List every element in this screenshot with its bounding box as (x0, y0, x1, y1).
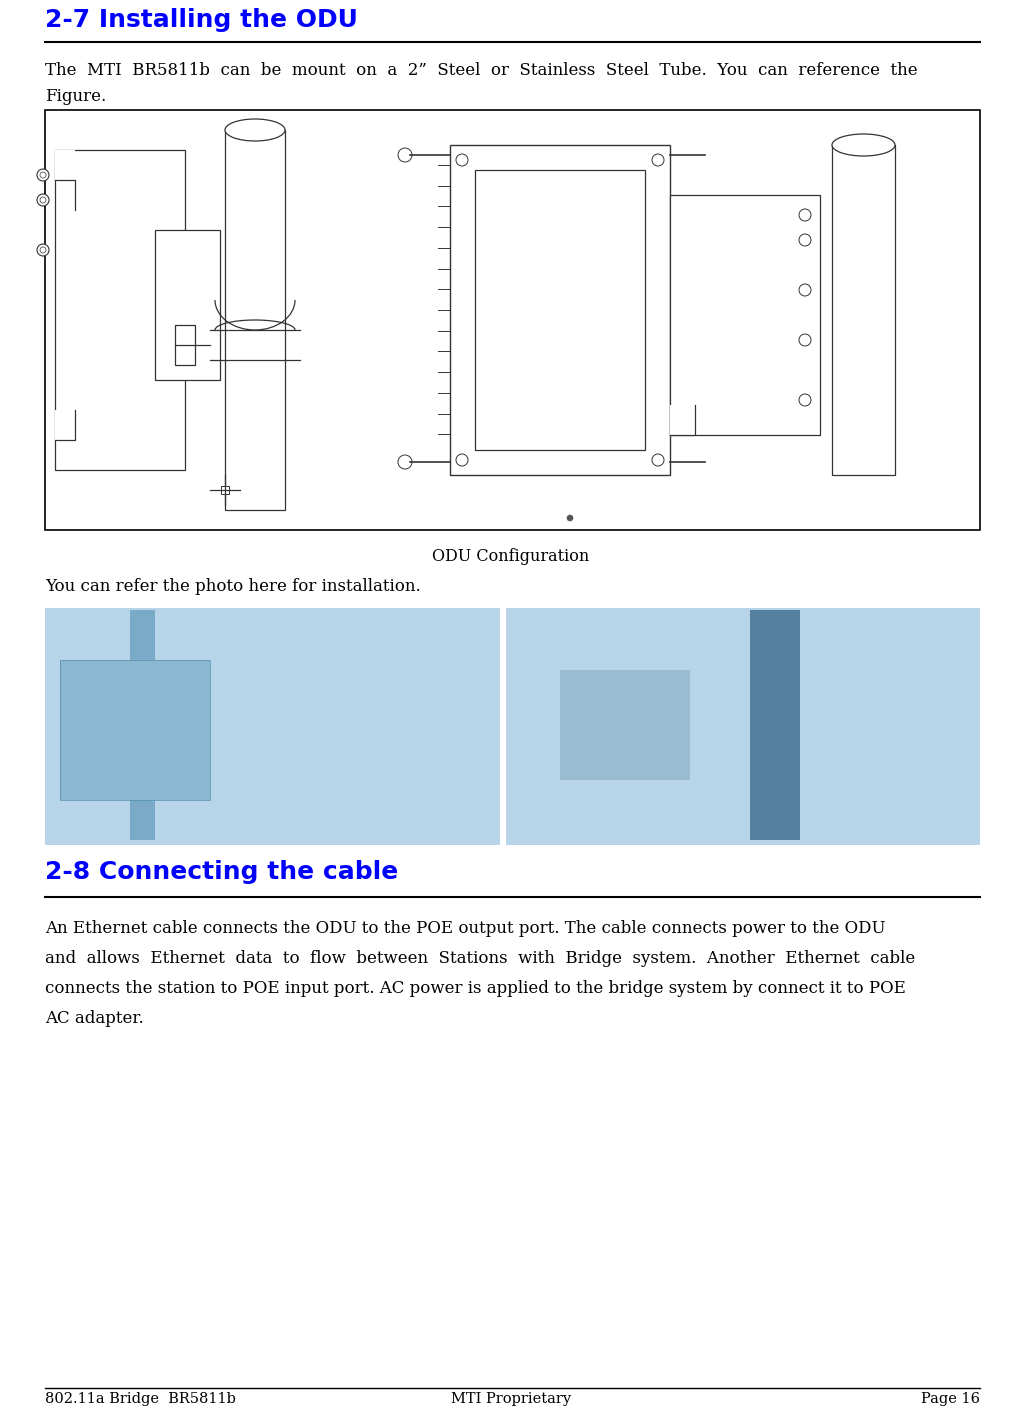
Circle shape (40, 197, 46, 202)
Bar (55, 411, 75, 440)
Circle shape (652, 154, 664, 166)
Text: Figure.: Figure. (45, 88, 106, 105)
Bar (225, 130, 285, 510)
Bar (750, 610, 800, 840)
Bar (60, 660, 210, 800)
Text: An Ethernet cable connects the ODU to the POE output port. The cable connects po: An Ethernet cable connects the ODU to th… (45, 920, 885, 937)
Circle shape (799, 394, 811, 406)
Text: AC adapter.: AC adapter. (45, 1010, 144, 1027)
Text: 802.11a Bridge  BR5811b: 802.11a Bridge BR5811b (45, 1392, 236, 1406)
Circle shape (37, 194, 49, 205)
Bar (832, 144, 895, 474)
Bar (60, 660, 210, 800)
Bar (560, 670, 690, 780)
Circle shape (398, 149, 412, 161)
Circle shape (799, 334, 811, 346)
Text: connects the station to POE input port. AC power is applied to the bridge system: connects the station to POE input port. … (45, 980, 905, 997)
Text: and  allows  Ethernet  data  to  flow  between  Stations  with  Bridge  system. : and allows Ethernet data to flow between… (45, 950, 916, 967)
Ellipse shape (832, 135, 895, 156)
Circle shape (40, 246, 46, 253)
Text: You can refer the photo here for installation.: You can refer the photo here for install… (45, 578, 421, 595)
Bar (55, 150, 75, 180)
Bar (450, 144, 670, 474)
Circle shape (37, 244, 49, 256)
Bar (475, 170, 645, 450)
Circle shape (40, 171, 46, 178)
Bar (55, 150, 185, 470)
Circle shape (456, 154, 468, 166)
Circle shape (799, 210, 811, 221)
Circle shape (652, 455, 664, 466)
Circle shape (799, 285, 811, 296)
Bar (175, 326, 195, 365)
Bar (506, 607, 980, 845)
Circle shape (37, 169, 49, 181)
Text: 2-7 Installing the ODU: 2-7 Installing the ODU (45, 8, 358, 33)
Bar (130, 610, 155, 840)
Circle shape (567, 515, 573, 521)
Ellipse shape (225, 119, 285, 142)
Text: 2-8 Connecting the cable: 2-8 Connecting the cable (45, 860, 399, 884)
Text: The  MTI  BR5811b  can  be  mount  on  a  2”  Steel  or  Stainless  Steel  Tube.: The MTI BR5811b can be mount on a 2” Ste… (45, 62, 918, 79)
Circle shape (799, 234, 811, 246)
Bar (45, 110, 980, 530)
Bar (670, 405, 695, 435)
Bar (155, 229, 220, 379)
Bar (45, 607, 500, 845)
Text: Page 16: Page 16 (921, 1392, 980, 1406)
Bar (670, 195, 820, 435)
Circle shape (398, 455, 412, 469)
Text: ODU Configuration: ODU Configuration (432, 548, 590, 565)
Circle shape (456, 455, 468, 466)
Bar (221, 486, 229, 494)
Text: MTI Proprietary: MTI Proprietary (451, 1392, 571, 1406)
